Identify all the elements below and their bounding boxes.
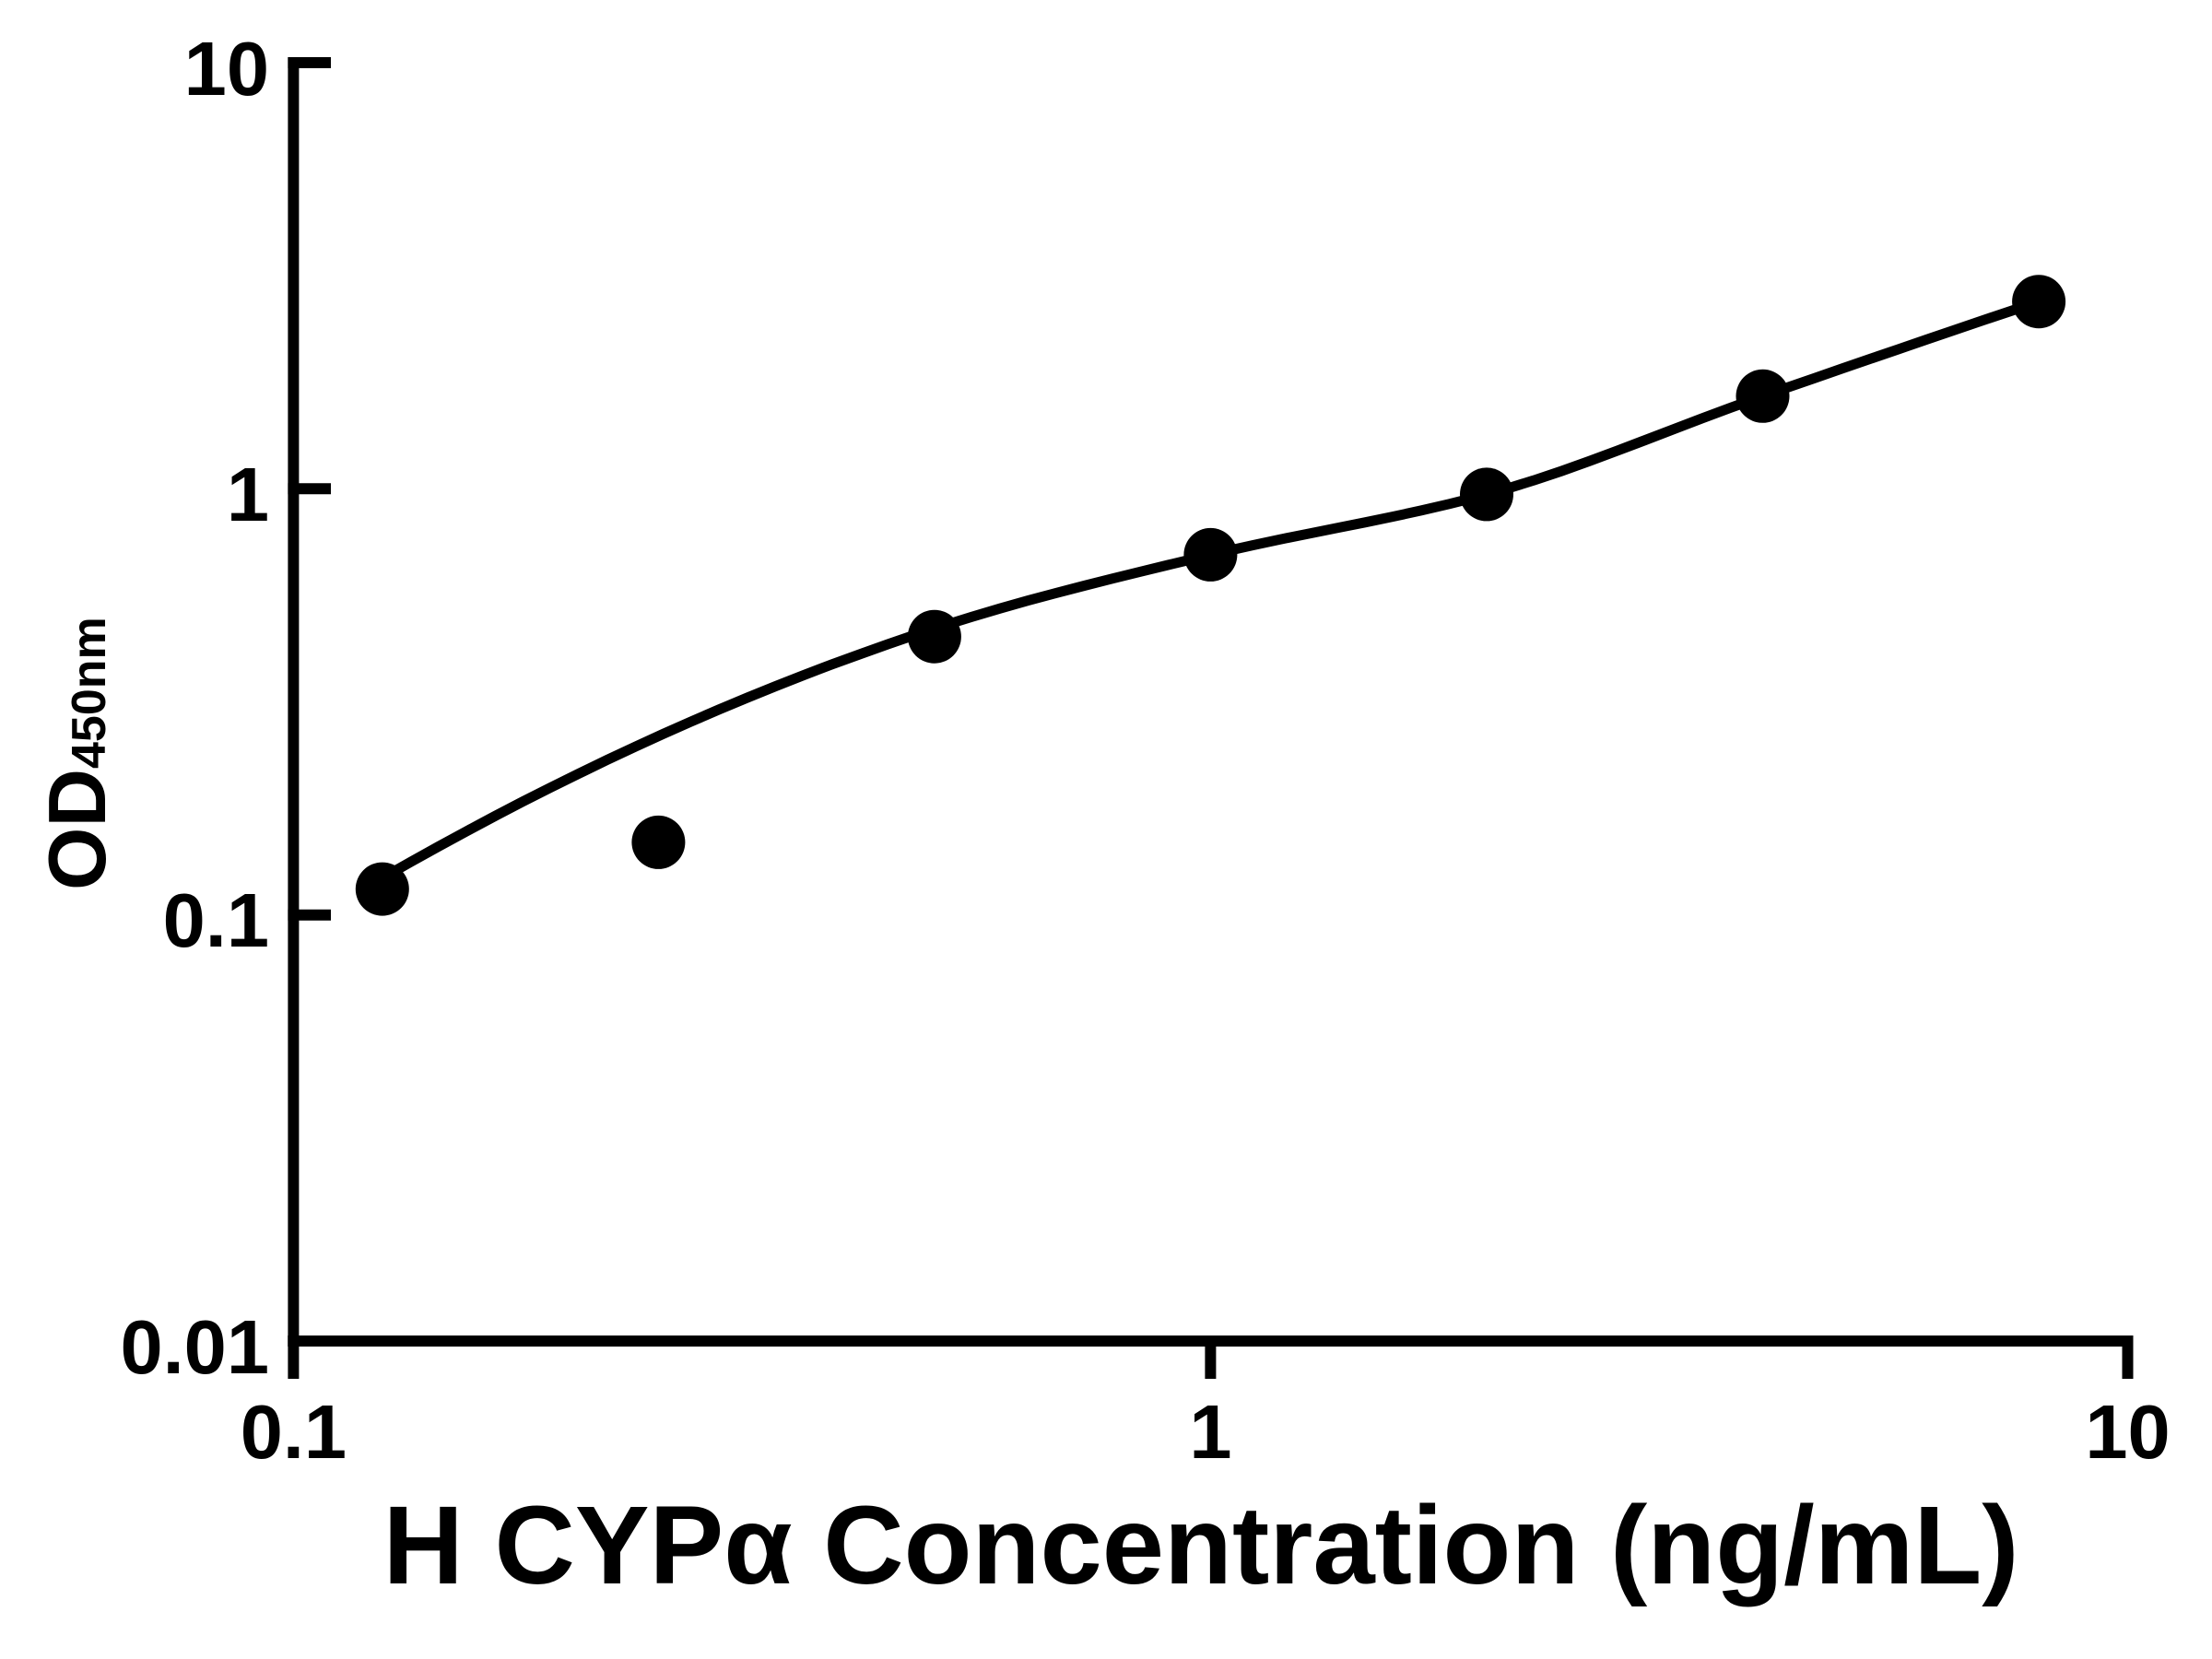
svg-text:0.1: 0.1	[241, 1389, 347, 1475]
svg-text:H CYPα Concentration (ng/mL): H CYPα Concentration (ng/mL)	[382, 1482, 2018, 1607]
svg-text:1: 1	[227, 452, 269, 537]
svg-text:10: 10	[184, 26, 269, 112]
svg-text:10: 10	[2085, 1389, 2170, 1475]
svg-text:0.1: 0.1	[163, 877, 269, 963]
svg-text:0.01: 0.01	[120, 1304, 269, 1390]
svg-text:1: 1	[1189, 1389, 1231, 1475]
